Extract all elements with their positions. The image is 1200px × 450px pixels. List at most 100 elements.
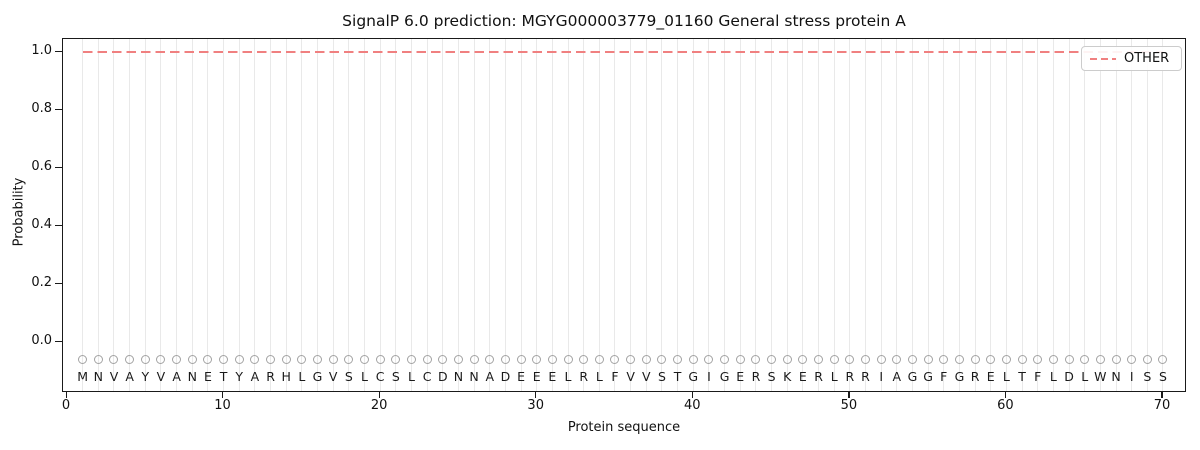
gridline	[160, 39, 162, 391]
gridline	[317, 39, 318, 391]
y-tick-mark	[55, 50, 62, 52]
gridline	[270, 39, 272, 391]
other-probability-line	[82, 51, 1163, 53]
residue-letter: E	[203, 369, 212, 384]
residue-marker-circle	[641, 354, 651, 364]
residue-marker-circle	[375, 354, 385, 364]
residue-marker-circle	[1001, 354, 1011, 364]
gridline	[614, 39, 616, 391]
gridline	[457, 39, 459, 391]
gridline	[489, 39, 491, 391]
y-tick-label: 1.0	[31, 43, 52, 58]
residue-marker-circle	[391, 354, 401, 364]
residue-marker-circle	[845, 354, 855, 364]
residue-marker-circle	[344, 354, 354, 364]
x-tick-mark	[1004, 392, 1007, 398]
gridline	[82, 39, 84, 391]
residue-marker-circle	[814, 354, 824, 364]
residue-marker-circle	[1095, 354, 1105, 364]
gridline	[1131, 39, 1133, 391]
y-tick-label: 0.4	[31, 217, 52, 232]
residue-letter: V	[642, 369, 651, 384]
gridline	[144, 39, 146, 391]
gridline	[818, 39, 820, 391]
gridline	[442, 39, 444, 391]
residue-letter: R	[266, 369, 275, 384]
y-tick-label: 0.8	[31, 101, 52, 116]
residue-letter: K	[783, 369, 792, 384]
residue-letter: L	[1049, 369, 1057, 384]
gridline	[880, 39, 882, 391]
residue-letter: R	[814, 369, 823, 384]
residue-marker-circle	[923, 354, 933, 364]
x-tick-mark	[378, 392, 380, 398]
residue-letter: L	[407, 369, 415, 384]
gridline	[97, 39, 99, 391]
gridline	[1084, 39, 1086, 391]
legend-label: OTHER	[1124, 51, 1170, 66]
x-tick-mark	[1161, 392, 1163, 398]
gridline	[833, 39, 835, 391]
gridline	[677, 39, 679, 391]
y-tick-mark	[55, 282, 62, 284]
residue-letter: A	[250, 369, 260, 384]
residue-letter: G	[907, 369, 918, 384]
residue-letter: S	[657, 369, 666, 384]
gridline	[630, 39, 632, 391]
residue-letter: S	[1159, 369, 1167, 384]
residue-marker-circle	[547, 354, 557, 364]
residue-letter: H	[281, 369, 291, 384]
x-axis-label: Protein sequence	[567, 420, 681, 435]
gridline	[755, 39, 757, 391]
x-tick-mark	[222, 392, 224, 398]
residue-letter: L	[1002, 369, 1010, 384]
gridline	[176, 39, 178, 391]
residue-letter: N	[1111, 369, 1121, 384]
residue-letter: E	[736, 369, 745, 384]
y-tick-mark	[55, 108, 62, 110]
residue-letter: G	[954, 369, 965, 384]
gridline	[191, 39, 193, 391]
residue-marker-circle	[1033, 354, 1043, 364]
residue-marker-circle	[1064, 354, 1074, 364]
residue-marker-circle	[986, 354, 996, 364]
residue-letter: L	[830, 369, 838, 384]
y-tick-mark	[55, 340, 62, 342]
residue-marker-circle	[594, 354, 604, 364]
residue-letter: I	[707, 369, 711, 384]
residue-letter: F	[611, 369, 619, 384]
gridline	[739, 39, 741, 391]
residue-letter: R	[845, 369, 855, 384]
gridline	[661, 39, 663, 391]
residue-marker-circle	[1080, 354, 1090, 364]
gridline	[990, 39, 992, 391]
residue-letter: F	[940, 369, 948, 384]
residue-letter: C	[375, 369, 385, 384]
legend: OTHER	[1081, 46, 1182, 71]
chart-title: SignalP 6.0 prediction: MGYG000003779_01…	[342, 12, 906, 30]
residue-letter: L	[564, 369, 572, 384]
gridline	[958, 39, 960, 391]
gridline	[849, 39, 851, 391]
x-tick-mark	[65, 392, 67, 398]
gridline	[285, 39, 287, 391]
residue-letter: N	[469, 369, 479, 384]
residue-marker-circle	[1017, 354, 1027, 364]
gridline	[567, 39, 569, 391]
residue-marker-circle	[140, 354, 150, 364]
residue-letter: A	[892, 369, 902, 384]
gridline	[1162, 39, 1164, 391]
residue-letter: I	[879, 369, 883, 384]
residue-marker-circle	[829, 354, 839, 364]
gridline	[254, 39, 256, 391]
gridline	[1021, 39, 1023, 391]
residue-marker-circle	[156, 354, 166, 364]
residue-marker-circle	[266, 354, 276, 364]
residue-letter: L	[298, 369, 306, 384]
gridline	[598, 39, 600, 391]
residue-letter: F	[1034, 369, 1042, 384]
residue-marker-circle	[876, 354, 886, 364]
residue-letter: N	[453, 369, 464, 384]
gridline	[520, 39, 522, 391]
